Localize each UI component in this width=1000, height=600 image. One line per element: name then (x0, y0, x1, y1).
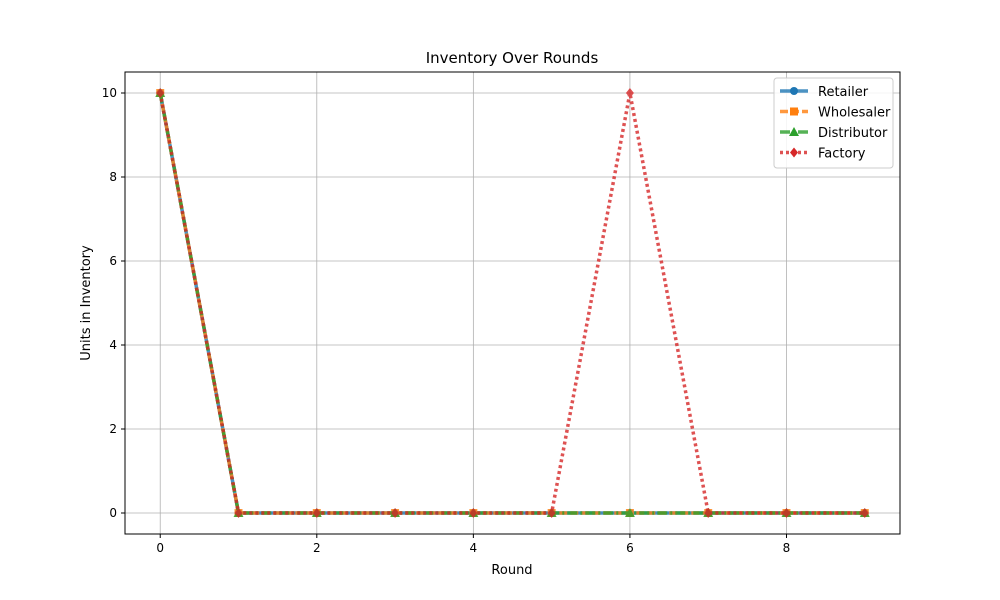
series-layer (155, 88, 870, 518)
y-tick-label: 0 (109, 506, 117, 520)
x-tick-label: 0 (156, 541, 164, 555)
data-point-factory (625, 88, 634, 98)
x-tick-label: 8 (783, 541, 791, 555)
legend-label-distributor: Distributor (818, 126, 888, 141)
series-retailer (156, 89, 869, 517)
legend-marker-factory (790, 147, 798, 158)
series-distributor (155, 88, 870, 517)
data-point-factory (782, 508, 791, 518)
data-point-distributor (624, 508, 635, 517)
y-tick-label: 8 (109, 170, 117, 184)
axis-ticks: 0 2 4 6 8 0 2 4 6 8 10 (102, 86, 791, 555)
series-factory (156, 88, 869, 518)
legend-marker-wholesaler (790, 107, 798, 116)
y-tick-label: 4 (109, 338, 117, 352)
data-point-factory (156, 88, 165, 98)
legend: Retailer Wholesaler Distributor Factory (773, 77, 894, 169)
series-line-wholesaler (158, 92, 865, 515)
legend-marker-retailer (790, 87, 798, 95)
legend-label-factory: Factory (818, 147, 866, 162)
legend-box (773, 77, 894, 169)
legend-marker-distributor (789, 127, 799, 136)
series-line-distributor (158, 92, 865, 515)
data-point-factory (704, 508, 713, 518)
y-tick-label: 6 (109, 254, 117, 268)
plot-frame (124, 71, 901, 535)
data-point-factory (469, 508, 478, 518)
y-axis-label: Units in Inventory (79, 245, 94, 361)
series-line-retailer (158, 92, 865, 515)
series-wholesaler (156, 89, 869, 517)
data-point-factory (860, 508, 869, 518)
legend-label-retailer: Retailer (818, 85, 869, 100)
legend-label-wholesaler: Wholesaler (818, 106, 891, 121)
y-tick-label: 2 (109, 422, 117, 436)
data-point-factory (312, 508, 321, 518)
x-axis-label: Round (491, 563, 532, 578)
chart-title: Inventory Over Rounds (426, 49, 599, 67)
x-tick-label: 4 (470, 541, 478, 555)
y-tick-label: 10 (102, 86, 117, 100)
x-tick-label: 2 (313, 541, 321, 555)
data-point-factory (234, 508, 243, 518)
x-tick-label: 6 (626, 541, 634, 555)
data-point-factory (391, 508, 400, 518)
series-line-factory (158, 91, 865, 515)
data-point-factory (547, 508, 556, 518)
